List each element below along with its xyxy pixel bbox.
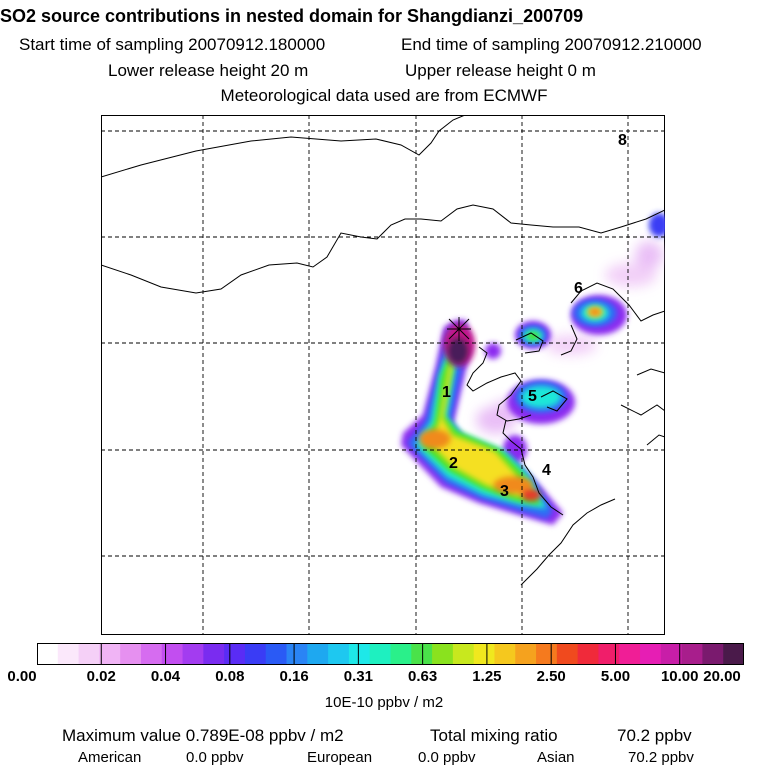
legend-swatch	[307, 643, 329, 665]
legend-tick-label: 20.00	[703, 668, 741, 685]
legend-swatch	[286, 643, 308, 665]
legend-swatch	[348, 643, 371, 665]
total-mixing-value: 70.2 ppbv	[617, 726, 692, 745]
legend-swatch	[640, 643, 662, 665]
source-label-1: 1	[442, 384, 451, 401]
legend-swatch	[182, 643, 204, 665]
chart-title: SO2 source contributions in nested domai…	[0, 6, 584, 26]
legend-swatch	[515, 643, 537, 665]
legend-swatch	[536, 643, 558, 665]
legend-swatch	[411, 643, 433, 665]
legend-unit: 10E-10 ppbv / m2	[324, 694, 444, 711]
source-label-2: 2	[449, 455, 458, 472]
legend-tick-label: 0.02	[86, 668, 116, 685]
asian-label: Asian	[537, 749, 575, 766]
european-value: 0.0 ppbv	[418, 749, 476, 766]
source-label-3: 3	[500, 483, 509, 500]
legend-swatch	[369, 643, 392, 665]
legend-swatch	[494, 643, 516, 665]
legend-tick-label: 0.16	[279, 668, 309, 685]
legend-swatch	[161, 643, 184, 665]
european-label: European	[307, 749, 373, 766]
legend-tick-label: 0.08	[215, 668, 245, 685]
graticule	[101, 115, 665, 635]
legend-swatch	[556, 643, 579, 665]
legend-swatch	[660, 643, 683, 665]
concentration-plume	[401, 213, 665, 525]
legend-tick-label: 2.50	[536, 668, 566, 685]
max-value: Maximum value 0.789E-08 ppbv / m2	[62, 726, 344, 745]
met-data-source: Meteorological data used are from ECMWF	[220, 86, 548, 105]
source-label-5: 5	[528, 388, 537, 405]
legend-tick-label: 0.04	[150, 668, 181, 685]
legend-swatch	[244, 643, 267, 665]
legend-swatch	[265, 643, 288, 665]
asian-value: 70.2 ppbv	[628, 749, 694, 766]
legend-swatch	[328, 643, 350, 665]
legend-tick-label: 10.00	[660, 668, 699, 685]
start-time: Start time of sampling 20070912.180000	[19, 35, 326, 54]
station-marker-icon	[447, 317, 471, 341]
legend-swatch	[120, 643, 142, 665]
legend-tick-label: 5.00	[600, 668, 631, 685]
legend-swatch	[224, 643, 246, 665]
color-legend	[37, 643, 744, 665]
legend-tick-label: 0.00	[7, 668, 37, 685]
end-time: End time of sampling 20070912.210000	[401, 35, 702, 54]
legend-swatch	[681, 643, 704, 665]
map-plot: 1 2 3 4 5 6 8	[101, 115, 665, 635]
legend-swatch	[37, 643, 59, 665]
american-label: American	[78, 749, 142, 766]
map-frame	[101, 115, 665, 635]
legend-swatch	[57, 643, 80, 665]
source-label-4: 4	[542, 462, 551, 479]
legend-tick-label: 0.63	[408, 668, 438, 685]
source-label-6: 6	[574, 280, 583, 297]
legend-swatch	[619, 643, 641, 665]
total-mixing-label: Total mixing ratio	[430, 726, 558, 745]
legend-swatch	[203, 643, 225, 665]
legend-swatch	[452, 643, 475, 665]
legend-tick-label: 0.31	[343, 668, 373, 685]
legend-swatch	[702, 643, 724, 665]
lower-release-height: Lower release height 20 m	[108, 61, 309, 80]
legend-swatch	[577, 643, 600, 665]
source-label-8: 8	[618, 132, 627, 149]
legend-swatch	[432, 643, 454, 665]
legend-swatch	[78, 643, 100, 665]
legend-tick-label: 1.25	[472, 668, 502, 685]
legend-frame	[37, 643, 744, 665]
legend-swatch	[723, 643, 744, 665]
legend-swatch	[99, 643, 121, 665]
upper-release-height: Upper release height 0 m	[405, 61, 596, 80]
legend-swatch	[473, 643, 496, 665]
legend-swatch	[140, 643, 163, 665]
legend-swatch	[598, 643, 620, 665]
legend-swatch	[390, 643, 412, 665]
american-value: 0.0 ppbv	[186, 749, 244, 766]
